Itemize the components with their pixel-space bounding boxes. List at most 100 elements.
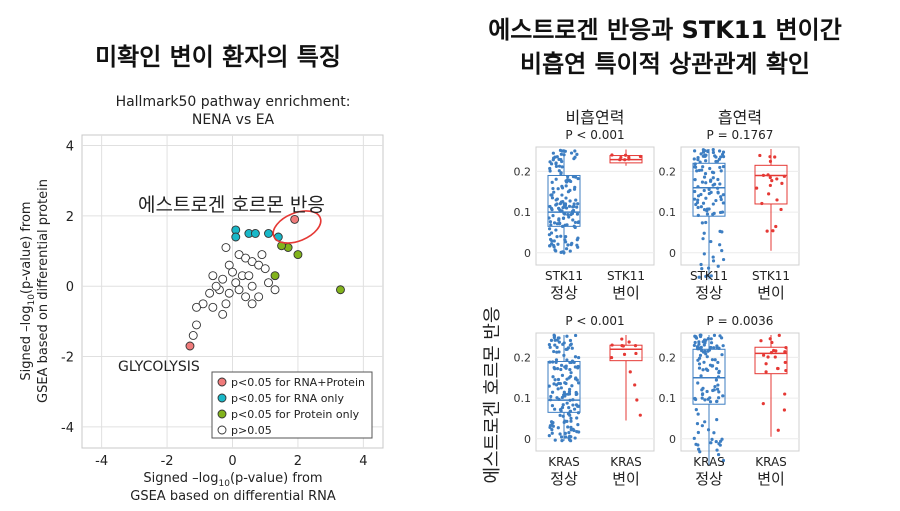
jitter-point xyxy=(549,338,554,342)
jitter-point xyxy=(551,151,555,155)
left-title: 미확인 변이 환자의 특징 xyxy=(95,43,341,71)
jitter-point xyxy=(557,164,562,168)
box xyxy=(754,164,788,205)
jitter-point xyxy=(716,360,720,365)
jitter-point xyxy=(712,346,716,350)
jitter-point xyxy=(710,364,714,368)
jitter-point xyxy=(700,221,704,225)
jitter-point xyxy=(558,209,563,213)
jitter-point xyxy=(693,162,697,166)
jitter-point xyxy=(576,220,580,225)
jitter-point xyxy=(554,161,558,165)
jitter-point xyxy=(716,186,720,190)
data-point-ns xyxy=(247,281,257,291)
jitter-point xyxy=(548,345,552,349)
jitter-point xyxy=(634,351,638,356)
jitter-point xyxy=(557,350,561,354)
jitter-point xyxy=(623,153,628,157)
jitter-point xyxy=(554,198,558,202)
jitter-point xyxy=(559,386,563,390)
jitter-point xyxy=(550,180,554,184)
legend-marker-ns xyxy=(217,425,227,435)
data-point-ns xyxy=(218,274,228,284)
jitter-point xyxy=(715,344,719,348)
jitter-point xyxy=(566,174,570,179)
jitter-point xyxy=(555,235,559,239)
jitter-point xyxy=(702,360,706,364)
jitter-point xyxy=(557,336,561,340)
jitter-point xyxy=(704,196,708,200)
jitter-point xyxy=(610,343,614,347)
jitter-point xyxy=(621,344,625,348)
jitter-point xyxy=(559,367,563,372)
jitter-point xyxy=(692,436,696,440)
category-status-label: 정상 xyxy=(550,470,578,488)
jitter-point xyxy=(571,175,576,179)
jitter-point xyxy=(547,216,551,220)
jitter-point xyxy=(573,436,577,440)
jitter-point xyxy=(560,405,565,410)
jitter-point xyxy=(570,211,575,216)
jitter-point xyxy=(709,274,713,278)
jitter-point xyxy=(548,169,552,173)
jitter-point xyxy=(638,154,643,159)
jitter-point xyxy=(711,202,715,206)
jitter-point xyxy=(768,337,772,341)
jitter-point xyxy=(568,413,572,417)
jitter-point xyxy=(768,155,772,159)
jitter-point xyxy=(567,430,571,435)
jitter-point xyxy=(755,186,759,190)
jitter-point xyxy=(620,337,624,341)
jitter-point xyxy=(565,358,569,362)
jitter-point xyxy=(568,199,572,203)
panel-y-tick: 0.2 xyxy=(659,351,677,364)
jitter-point xyxy=(766,173,770,177)
jitter-point xyxy=(710,437,714,441)
jitter-point xyxy=(716,383,720,387)
legend-marker-rna xyxy=(217,393,227,403)
jitter-point xyxy=(567,390,572,394)
panel-frame xyxy=(680,146,800,266)
jitter-point xyxy=(575,430,579,434)
jitter-point xyxy=(555,345,559,349)
category-gene-label: KRAS xyxy=(693,455,725,469)
jitter-point xyxy=(706,149,710,153)
jitter-point xyxy=(770,179,774,183)
jitter-point xyxy=(696,412,700,416)
jitter-point xyxy=(695,169,699,173)
jitter-point xyxy=(717,390,721,394)
jitter-point xyxy=(547,384,551,388)
jitter-point xyxy=(704,181,708,185)
jitter-point xyxy=(721,344,725,348)
jitter-point xyxy=(768,183,772,188)
x-tick-label: -2 xyxy=(161,454,174,469)
jitter-point xyxy=(761,402,765,406)
jitter-point xyxy=(573,155,577,159)
chart-title-line1: Hallmark50 pathway enrichment: xyxy=(116,94,351,110)
jitter-point xyxy=(782,174,786,178)
jitter-point xyxy=(561,403,565,407)
jitter-point xyxy=(699,262,703,267)
jitter-point xyxy=(767,192,771,196)
jitter-point xyxy=(557,206,561,211)
jitter-point xyxy=(714,198,718,203)
jitter-point xyxy=(554,203,558,207)
jitter-point xyxy=(568,338,573,343)
jitter-point xyxy=(715,418,719,422)
jitter-point xyxy=(568,410,572,414)
panel-y-tick: 0.2 xyxy=(514,165,532,178)
jitter-point xyxy=(710,358,715,362)
x-axis-label-line1: Signed –log10(p-value) from xyxy=(143,471,322,489)
panel-y-tick: 0.1 xyxy=(514,206,532,219)
jitter-point xyxy=(693,149,697,153)
jitter-point xyxy=(772,348,776,353)
jitter-point xyxy=(702,188,706,193)
jitter-point xyxy=(560,149,565,153)
category-gene-label: STK11 xyxy=(545,269,583,283)
jitter-point xyxy=(702,175,707,179)
jitter-point xyxy=(709,239,713,244)
jitter-point xyxy=(717,157,721,161)
jitter-point xyxy=(705,212,710,216)
data-point-both xyxy=(185,341,195,351)
